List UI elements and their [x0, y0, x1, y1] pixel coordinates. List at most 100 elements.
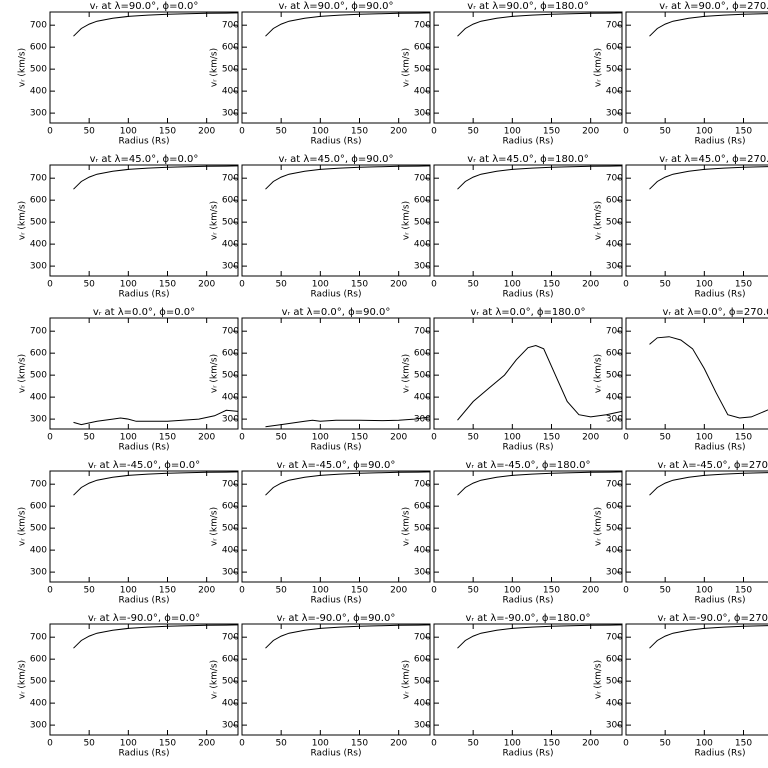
y-tick-label: 600 [30, 43, 47, 53]
y-tick-label: 700 [222, 174, 239, 184]
y-tick-label: 500 [414, 677, 431, 687]
data-line [649, 13, 768, 37]
x-tick-label: 100 [312, 739, 329, 749]
x-axis-label: Radius (Rs) [118, 749, 169, 759]
x-tick-label: 150 [543, 280, 560, 290]
y-tick-label: 600 [222, 349, 239, 359]
data-line [457, 344, 623, 421]
plot-frame [49, 11, 239, 124]
x-axis-label: Radius (Rs) [118, 596, 169, 606]
x-tick-label: 200 [582, 433, 599, 443]
y-tick-label: 600 [414, 43, 431, 53]
x-tick-label: 150 [543, 586, 560, 596]
panel-title: vᵣ at λ=45.0°, ϕ=0.0° [90, 154, 199, 165]
y-tick-label: 600 [222, 502, 239, 512]
x-tick-label: 0 [47, 433, 53, 443]
data-line [265, 471, 431, 496]
y-tick-label: 700 [414, 480, 431, 490]
x-tick-label: 0 [239, 127, 245, 137]
x-tick-label: 0 [623, 586, 629, 596]
x-tick-label: 50 [83, 127, 95, 137]
x-tick-label: 0 [47, 586, 53, 596]
x-axis-label: Radius (Rs) [310, 749, 361, 759]
y-tick-label: 400 [414, 699, 431, 709]
y-tick-label: 400 [606, 393, 623, 403]
x-tick-label: 100 [504, 739, 521, 749]
x-tick-label: 100 [312, 280, 329, 290]
data-line [265, 12, 431, 37]
y-axis-label: vᵣ (km/s) [210, 201, 220, 240]
x-axis-label: Radius (Rs) [694, 443, 745, 453]
panel-title: vᵣ at λ=0.0°, ϕ=0.0° [93, 307, 195, 318]
x-tick-label: 0 [47, 127, 53, 137]
x-tick-label: 50 [467, 280, 479, 290]
y-axis-label: vᵣ (km/s) [402, 660, 412, 699]
panel-title: vᵣ at λ=45.0°, ϕ=180.0° [467, 154, 588, 165]
y-axis-label: vᵣ (km/s) [594, 48, 604, 87]
y-tick-label: 600 [222, 43, 239, 53]
x-tick-label: 50 [659, 127, 671, 137]
x-tick-label: 0 [431, 280, 437, 290]
y-axis-label: vᵣ (km/s) [594, 660, 604, 699]
x-tick-label: 0 [239, 586, 245, 596]
y-tick-label: 700 [30, 480, 47, 490]
x-tick-label: 200 [582, 127, 599, 137]
plot-frame [49, 470, 239, 583]
x-axis-label: Radius (Rs) [694, 596, 745, 606]
x-tick-label: 50 [659, 586, 671, 596]
y-axis-label: vᵣ (km/s) [210, 507, 220, 546]
x-tick-label: 100 [120, 433, 137, 443]
x-tick-label: 150 [351, 586, 368, 596]
y-tick-label: 400 [222, 240, 239, 250]
y-tick-label: 400 [414, 87, 431, 97]
y-tick-label: 300 [222, 415, 239, 425]
x-tick-label: 100 [120, 127, 137, 137]
panel-title: vᵣ at λ=-90.0°, ϕ=270.0° [657, 613, 768, 624]
data-line [457, 165, 623, 190]
data-line [457, 12, 623, 37]
data-line [73, 12, 239, 37]
y-tick-label: 600 [606, 502, 623, 512]
x-tick-label: 0 [623, 280, 629, 290]
y-tick-label: 700 [30, 633, 47, 643]
plot-frame [49, 164, 239, 277]
y-tick-label: 400 [414, 393, 431, 403]
x-tick-label: 50 [83, 433, 95, 443]
y-tick-label: 400 [222, 87, 239, 97]
y-tick-label: 500 [606, 677, 623, 687]
plot-frame [625, 11, 768, 124]
y-tick-label: 700 [606, 480, 623, 490]
y-tick-label: 700 [414, 174, 431, 184]
x-tick-label: 50 [467, 433, 479, 443]
x-tick-label: 0 [623, 127, 629, 137]
x-axis-label: Radius (Rs) [694, 749, 745, 759]
y-tick-label: 300 [414, 568, 431, 578]
y-tick-label: 300 [414, 262, 431, 272]
plot-frame [625, 164, 768, 277]
x-tick-label: 200 [390, 433, 407, 443]
x-tick-label: 200 [198, 586, 215, 596]
x-tick-label: 200 [390, 586, 407, 596]
y-tick-label: 600 [606, 196, 623, 206]
panel-title: vᵣ at λ=-90.0°, ϕ=180.0° [465, 613, 590, 624]
x-tick-label: 50 [83, 586, 95, 596]
y-tick-label: 500 [222, 218, 239, 228]
data-line [73, 624, 239, 649]
y-axis-label: vᵣ (km/s) [402, 507, 412, 546]
y-tick-label: 300 [606, 109, 623, 119]
x-axis-label: Radius (Rs) [310, 137, 361, 147]
panel-title: vᵣ at λ=90.0°, ϕ=180.0° [467, 1, 588, 12]
y-axis-label: vᵣ (km/s) [210, 48, 220, 87]
x-tick-label: 150 [735, 127, 752, 137]
x-tick-label: 150 [159, 127, 176, 137]
x-tick-label: 100 [120, 586, 137, 596]
y-tick-label: 500 [606, 524, 623, 534]
panel-title: vᵣ at λ=90.0°, ϕ=90.0° [278, 1, 393, 12]
x-tick-label: 150 [735, 739, 752, 749]
y-axis-label: vᵣ (km/s) [18, 507, 28, 546]
panel-title: vᵣ at λ=45.0°, ϕ=90.0° [278, 154, 393, 165]
y-tick-label: 400 [30, 240, 47, 250]
y-tick-label: 300 [222, 262, 239, 272]
y-tick-label: 500 [414, 524, 431, 534]
